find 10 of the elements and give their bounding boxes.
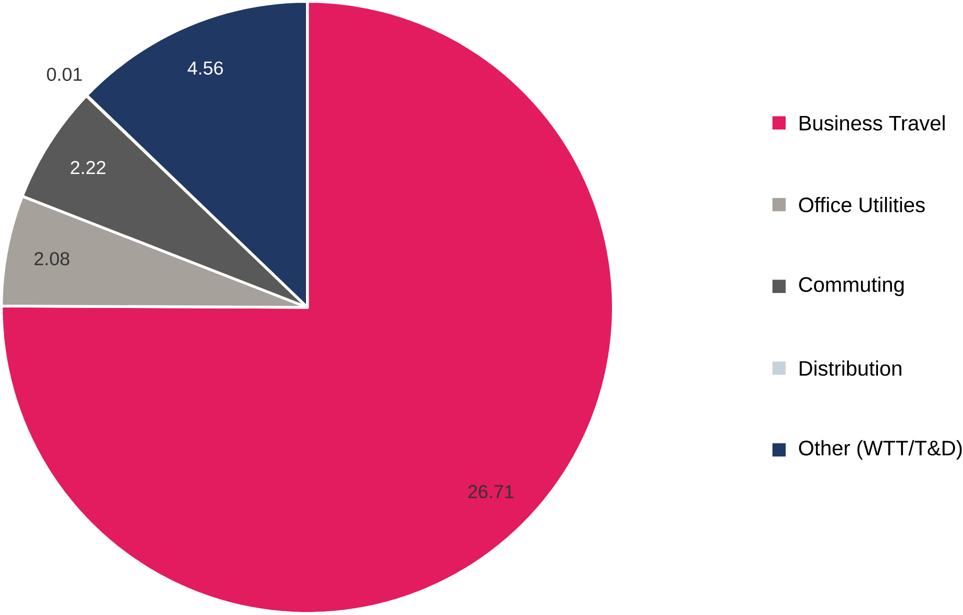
legend-label: Office Utilities (799, 197, 925, 212)
legend-label: Business Travel (800, 115, 945, 131)
data-label: 2.22 (70, 161, 106, 174)
legend-label: Commuting (799, 276, 904, 296)
legend-label: Other (WTT/T&D) (799, 440, 962, 460)
data-label: 4.56 (188, 62, 223, 75)
data-label: 0.01 (47, 68, 82, 82)
data-label: 2.08 (34, 252, 70, 266)
data-label: 26.71 (468, 485, 514, 498)
legend-label: Distribution (800, 360, 902, 376)
